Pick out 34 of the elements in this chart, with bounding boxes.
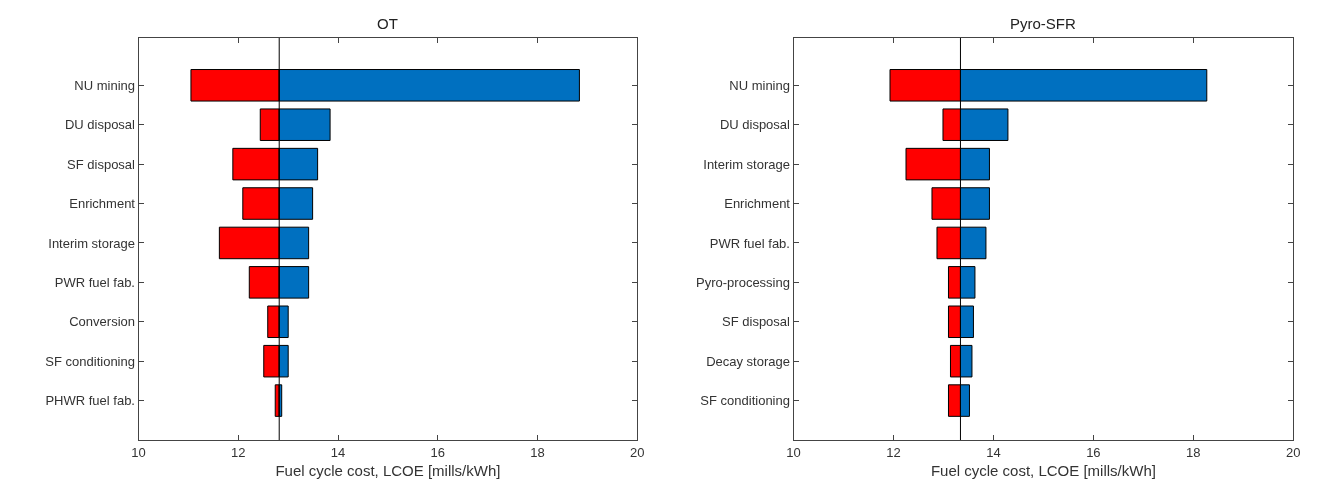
y-tick-label: PHWR fuel fab. — [45, 393, 135, 409]
y-tick-label: NU mining — [729, 77, 790, 93]
x-tick-label: 16 — [1086, 444, 1101, 460]
y-tick-label: DU disposal — [719, 117, 791, 133]
y-tick-label: SF disposal — [67, 156, 136, 172]
x-tick-label: 18 — [1186, 444, 1201, 460]
x-tick-label: 14 — [986, 444, 1001, 460]
chart-title: OT — [377, 15, 398, 32]
y-tick-label: NU mining — [74, 77, 135, 93]
y-tick-label: Enrichment — [69, 196, 136, 212]
y-tick-label: DU disposal — [64, 117, 136, 133]
x-tick-label: 18 — [530, 444, 545, 460]
y-tick-label: Decay storage — [706, 353, 790, 369]
x-axis-title: Fuel cycle cost, LCOE [mills/kWh] — [275, 461, 501, 479]
x-tick-label: 20 — [630, 444, 645, 460]
y-tick-label: SF conditioning — [700, 393, 790, 409]
x-tick-label: 12 — [886, 444, 901, 460]
y-tick-label: SF disposal — [722, 314, 791, 330]
y-tick-label: PWR fuel fab. — [709, 235, 790, 251]
x-tick-label: 10 — [131, 444, 146, 460]
x-tick-label: 14 — [330, 444, 346, 460]
x-tick-label: 16 — [430, 444, 446, 460]
y-tick-label: SF conditioning — [45, 353, 135, 369]
y-tick-label: Interim storage — [703, 156, 790, 172]
y-tick-label: PWR fuel fab. — [54, 274, 135, 290]
y-tick-label: Enrichment — [724, 196, 791, 212]
x-tick-label: 20 — [1286, 444, 1301, 460]
x-tick-label: 10 — [786, 444, 801, 460]
chart-title: Pyro-SFR — [1010, 15, 1076, 32]
x-axis-title: Fuel cycle cost, LCOE [mills/kWh] — [930, 461, 1156, 479]
y-tick-label: Pyro-processing — [696, 274, 790, 290]
y-tick-label: Conversion — [69, 314, 135, 330]
y-tick-label: Interim storage — [48, 235, 135, 251]
x-tick-label: 12 — [231, 444, 246, 460]
